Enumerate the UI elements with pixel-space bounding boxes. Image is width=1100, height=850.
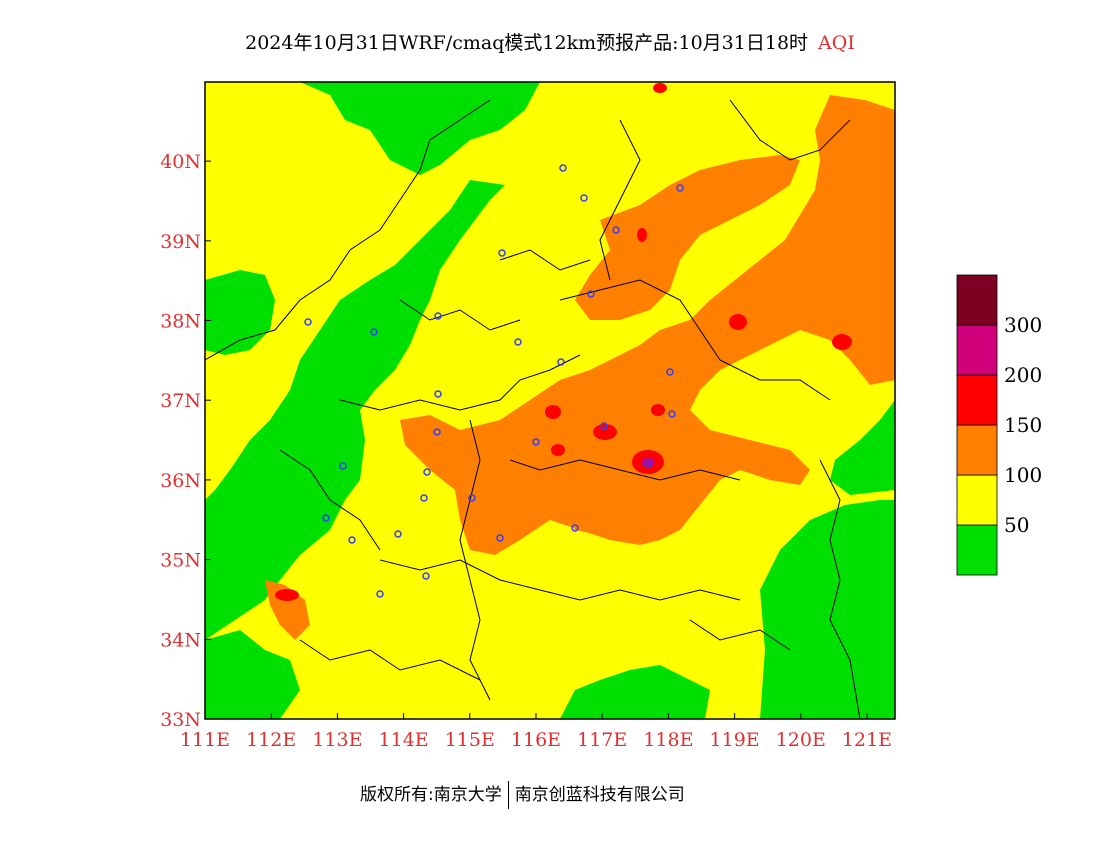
station-marker — [420, 494, 428, 502]
aqi-hotspot-4 — [545, 405, 561, 419]
lat-label: 33N — [160, 709, 201, 731]
aqi-area-good-north — [300, 82, 540, 175]
station-marker — [348, 536, 356, 544]
station-marker — [304, 318, 312, 326]
lon-label: 116E — [511, 729, 561, 751]
lon-label: 117E — [577, 729, 627, 751]
station-marker — [514, 338, 522, 346]
lon-label: 120E — [776, 729, 826, 751]
aqi-hotspot-8 — [832, 334, 852, 350]
station-marker — [559, 164, 567, 172]
legend-swatch — [956, 424, 998, 476]
station-marker — [600, 422, 608, 430]
legend-swatch — [956, 374, 998, 426]
aqi-hotspot-2 — [641, 457, 655, 467]
credit-right: 南京创蓝科技有限公司 — [514, 785, 685, 805]
aqi-area-good-southwest — [205, 630, 300, 719]
aqi-area-sensitive-northeast — [400, 95, 895, 555]
station-marker — [644, 460, 652, 468]
map-title: 2024年10月31日WRF/cmaq模式12km预报产品:10月31日18时 A… — [0, 28, 1100, 55]
lat-label: 36N — [160, 470, 201, 492]
station-marker — [580, 194, 588, 202]
legend-label: 150 — [1004, 413, 1042, 437]
title-text: 2024年10月31日WRF/cmaq模式12km预报产品:10月31日18时 — [245, 32, 809, 54]
station-marker — [322, 514, 330, 522]
station-marker — [532, 438, 540, 446]
legend-label: 200 — [1004, 363, 1042, 387]
station-marker — [376, 590, 384, 598]
legend-swatch — [956, 474, 998, 526]
lon-label: 115E — [445, 729, 495, 751]
aqi-hotspot-3 — [593, 424, 617, 440]
station-marker — [557, 358, 565, 366]
lon-label: 119E — [710, 729, 760, 751]
longitude-axis: 111E 112E 113E 114E 115E 116E 117E 118E 119E 120E… — [180, 713, 892, 751]
copyright-credit: 版权所有:南京大学 南京创蓝科技有限公司 — [360, 780, 685, 809]
aqi-hotspot-7 — [729, 314, 747, 330]
aqi-hotspot-5 — [551, 444, 565, 456]
legend-label: 50 — [1004, 513, 1029, 537]
aqi-area-good-west-belt — [205, 180, 505, 640]
lat-label: 39N — [160, 231, 201, 253]
lon-label: 118E — [643, 729, 693, 751]
aqi-area-good-south — [560, 665, 710, 719]
title-variable: AQI — [818, 32, 855, 54]
aqi-area-good-southeast — [760, 500, 895, 719]
station-marker — [339, 462, 347, 470]
station-marker — [370, 328, 378, 336]
station-marker — [496, 534, 504, 542]
aqi-field — [205, 82, 895, 719]
aqi-area-good-sea — [830, 400, 895, 495]
station-marker — [434, 390, 442, 398]
lon-label: 112E — [246, 729, 296, 751]
lon-label: 114E — [379, 729, 429, 751]
latitude-axis: 33N 34N 35N 36N 37N 38N 39N 40N — [160, 151, 211, 731]
station-marker — [423, 468, 431, 476]
lon-label: 111E — [180, 729, 230, 751]
province-boundaries — [205, 99, 861, 719]
credit-left: 版权所有:南京大学 — [360, 785, 502, 805]
station-marker — [422, 572, 430, 580]
legend-swatch — [956, 324, 998, 376]
station-marker — [587, 290, 595, 298]
station-marker — [434, 312, 442, 320]
legend-swatch — [956, 524, 998, 576]
lon-label: 113E — [312, 729, 362, 751]
station-marker — [468, 494, 476, 502]
lat-label: 38N — [160, 311, 201, 333]
lat-label: 35N — [160, 550, 201, 572]
legend-label: 300 — [1004, 313, 1042, 337]
station-marker — [394, 530, 402, 538]
aqi-hotspot-6 — [651, 404, 665, 416]
aqi-hotspot-11 — [653, 83, 667, 93]
aqi-legend: 50 100 150 200 300 — [956, 274, 1042, 576]
credit-separator — [507, 781, 509, 809]
lat-label: 34N — [160, 629, 201, 651]
station-marker — [433, 428, 441, 436]
aqi-hotspot-9 — [275, 589, 299, 601]
station-marker — [612, 226, 620, 234]
lat-label: 37N — [160, 390, 201, 412]
aqi-area-sensitive-north-hebei — [575, 155, 800, 320]
legend-swatch — [956, 274, 998, 326]
lat-label: 40N — [160, 151, 201, 173]
aqi-area-good-northwest — [205, 270, 275, 355]
aqi-hotspot-10 — [637, 228, 647, 242]
city-station-markers — [304, 164, 684, 598]
station-marker — [571, 524, 579, 532]
station-marker — [498, 249, 506, 257]
lon-label: 121E — [842, 729, 892, 751]
station-marker — [676, 184, 684, 192]
legend-label: 100 — [1004, 463, 1042, 487]
station-marker — [666, 368, 674, 376]
station-marker — [668, 410, 676, 418]
